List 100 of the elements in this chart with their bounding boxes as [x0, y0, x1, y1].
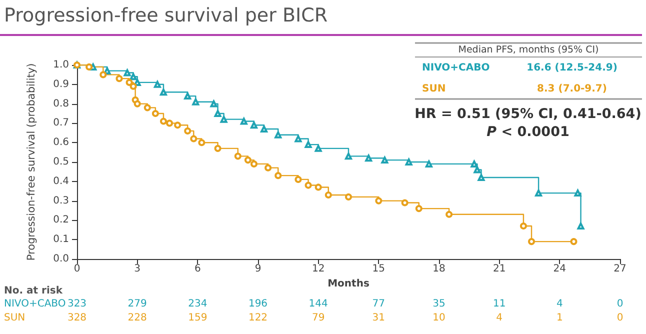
y-tick-label: 0.9 [53, 78, 69, 90]
point [375, 197, 382, 204]
point [274, 131, 282, 138]
x-tick-label: 21 [492, 264, 506, 274]
point [134, 78, 141, 86]
x-tick-label: 6 [194, 264, 201, 274]
point [314, 184, 322, 191]
annotation: HR = 0.51 (95% CI, 0.41-0.64) [414, 106, 642, 122]
point [152, 110, 159, 117]
point [174, 122, 182, 129]
annotation: P < 0.0001 [486, 124, 570, 140]
point [470, 160, 478, 168]
text: 10 [432, 312, 446, 324]
y-tick-label: 0.2 [53, 214, 69, 226]
x-tick-label: 3 [134, 264, 141, 274]
text: 196 [248, 298, 268, 310]
point [474, 166, 481, 174]
point [314, 144, 322, 152]
point [345, 193, 352, 200]
point [244, 156, 252, 164]
x-tick-label: 12 [312, 264, 325, 274]
point [220, 116, 228, 123]
point [577, 222, 584, 230]
point [144, 104, 151, 112]
x-tick-label: 0 [74, 264, 80, 274]
y-tick-label: 0.1 [53, 234, 69, 246]
point [294, 135, 302, 142]
point [324, 191, 332, 198]
text: Median PFS, months (95% CI) [458, 44, 599, 56]
text: 4 [496, 312, 503, 324]
point [210, 100, 218, 108]
point [126, 78, 133, 86]
point [570, 238, 578, 246]
y-tick-label: 0.6 [53, 137, 69, 148]
text: 328 [67, 312, 87, 324]
text: 4 [556, 298, 563, 310]
point [304, 182, 312, 189]
text: 234 [188, 298, 208, 310]
text: 323 [67, 298, 87, 310]
x-tick-label: 18 [432, 264, 446, 274]
y-tick-label: 0.8 [53, 98, 69, 110]
text: NIVO+CABO [422, 62, 490, 74]
point [160, 88, 167, 96]
point [415, 205, 422, 212]
point [520, 222, 527, 230]
text: 144 [308, 298, 328, 310]
point [274, 172, 282, 180]
point [86, 63, 93, 70]
text: 35 [432, 298, 446, 310]
y-tick-label: 1.0 [53, 60, 69, 70]
point [234, 152, 242, 160]
text: SUN [4, 312, 26, 324]
point [116, 75, 123, 82]
y-tick-label: 0.7 [53, 118, 69, 129]
text: 79 [312, 312, 325, 324]
text: SUN [422, 84, 446, 94]
point [250, 160, 258, 168]
chart-title: Progression-free survival per BICR [4, 4, 328, 26]
point [160, 118, 167, 125]
y-tick-label: 0.4 [53, 176, 69, 187]
point [198, 139, 206, 146]
y-tick-label: 0.0 [53, 254, 69, 264]
text: 228 [128, 312, 147, 324]
point [264, 164, 272, 172]
x-tick-label: 27 [614, 264, 626, 274]
point [184, 127, 192, 134]
point [240, 118, 248, 125]
point [130, 82, 137, 90]
text: 0 [616, 312, 624, 324]
x-tick-label: 9 [254, 264, 262, 274]
point [425, 160, 432, 168]
point [294, 176, 302, 183]
text: 0 [616, 298, 624, 310]
point [100, 71, 107, 78]
text: 159 [188, 312, 208, 324]
text: 279 [128, 298, 147, 310]
point [124, 69, 131, 76]
point [401, 199, 408, 206]
annotation: 16.6 (12.5-24.9) [526, 62, 618, 74]
point [528, 238, 536, 246]
point [190, 135, 198, 142]
point [535, 190, 542, 197]
point [345, 152, 352, 160]
y-tick-label: 0.3 [53, 195, 69, 206]
point [166, 120, 174, 127]
point [192, 98, 200, 106]
point [446, 210, 453, 218]
y-axis-title: Progression-free survival (probability) [26, 63, 38, 261]
text: 11 [492, 298, 506, 310]
text: 122 [248, 312, 268, 324]
point [154, 80, 161, 88]
text: 1 [556, 312, 563, 324]
text: 31 [372, 312, 386, 324]
text: No. at risk [4, 286, 63, 296]
x-tick-label: 24 [553, 264, 566, 274]
point [134, 100, 141, 108]
text: NIVO+CABO [4, 298, 66, 310]
point [214, 144, 222, 152]
x-tick-label: 15 [372, 264, 386, 274]
text: 77 [372, 298, 386, 310]
